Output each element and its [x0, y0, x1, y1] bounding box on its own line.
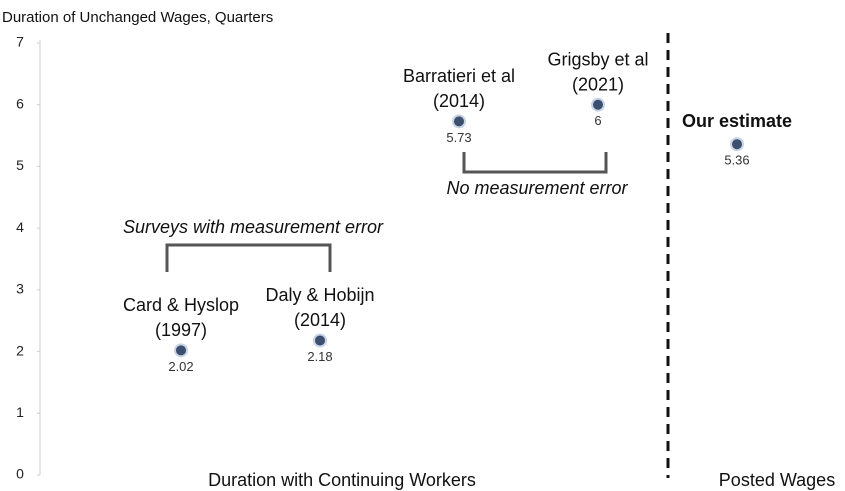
- y-tick-label: 2: [16, 342, 24, 358]
- y-tick-label: 1: [16, 404, 24, 420]
- point-label: (1997): [155, 320, 207, 340]
- data-label: 2.02: [168, 359, 193, 374]
- point-label: (2014): [433, 91, 485, 111]
- point-label: Grigsby et al: [547, 49, 648, 69]
- point: [313, 333, 327, 348]
- bracket: [165, 243, 332, 272]
- annotation: Surveys with measurement error: [123, 217, 384, 237]
- point-label: (2021): [572, 74, 624, 94]
- point-label: Barratieri et al: [403, 66, 515, 86]
- y-tick-label: 0: [16, 466, 24, 482]
- y-tick-label: 7: [16, 34, 24, 50]
- point-label: Our estimate: [682, 111, 792, 131]
- y-tick-label: 5: [16, 157, 24, 173]
- data-label: 6: [594, 113, 601, 128]
- data-label: 5.73: [446, 130, 471, 145]
- data-label: 5.36: [724, 153, 749, 168]
- data-label: 2.18: [307, 349, 332, 364]
- point-label: (2014): [294, 310, 346, 330]
- bracket: [462, 152, 608, 174]
- point: [730, 137, 744, 152]
- y-axis-title: Duration of Unchanged Wages, Quarters: [2, 9, 273, 26]
- y-tick-label: 4: [16, 219, 24, 235]
- y-tick-label: 3: [16, 281, 24, 297]
- point-label: Card & Hyslop: [123, 295, 239, 315]
- y-tick-label: 6: [16, 95, 24, 111]
- group-label: Duration with Continuing Workers: [208, 470, 476, 490]
- point: [452, 114, 466, 129]
- point-label: Daly & Hobijn: [265, 285, 374, 305]
- group-label: Posted Wages: [719, 470, 835, 490]
- point: [591, 97, 605, 112]
- point: [174, 343, 188, 358]
- annotation: No measurement error: [446, 178, 628, 198]
